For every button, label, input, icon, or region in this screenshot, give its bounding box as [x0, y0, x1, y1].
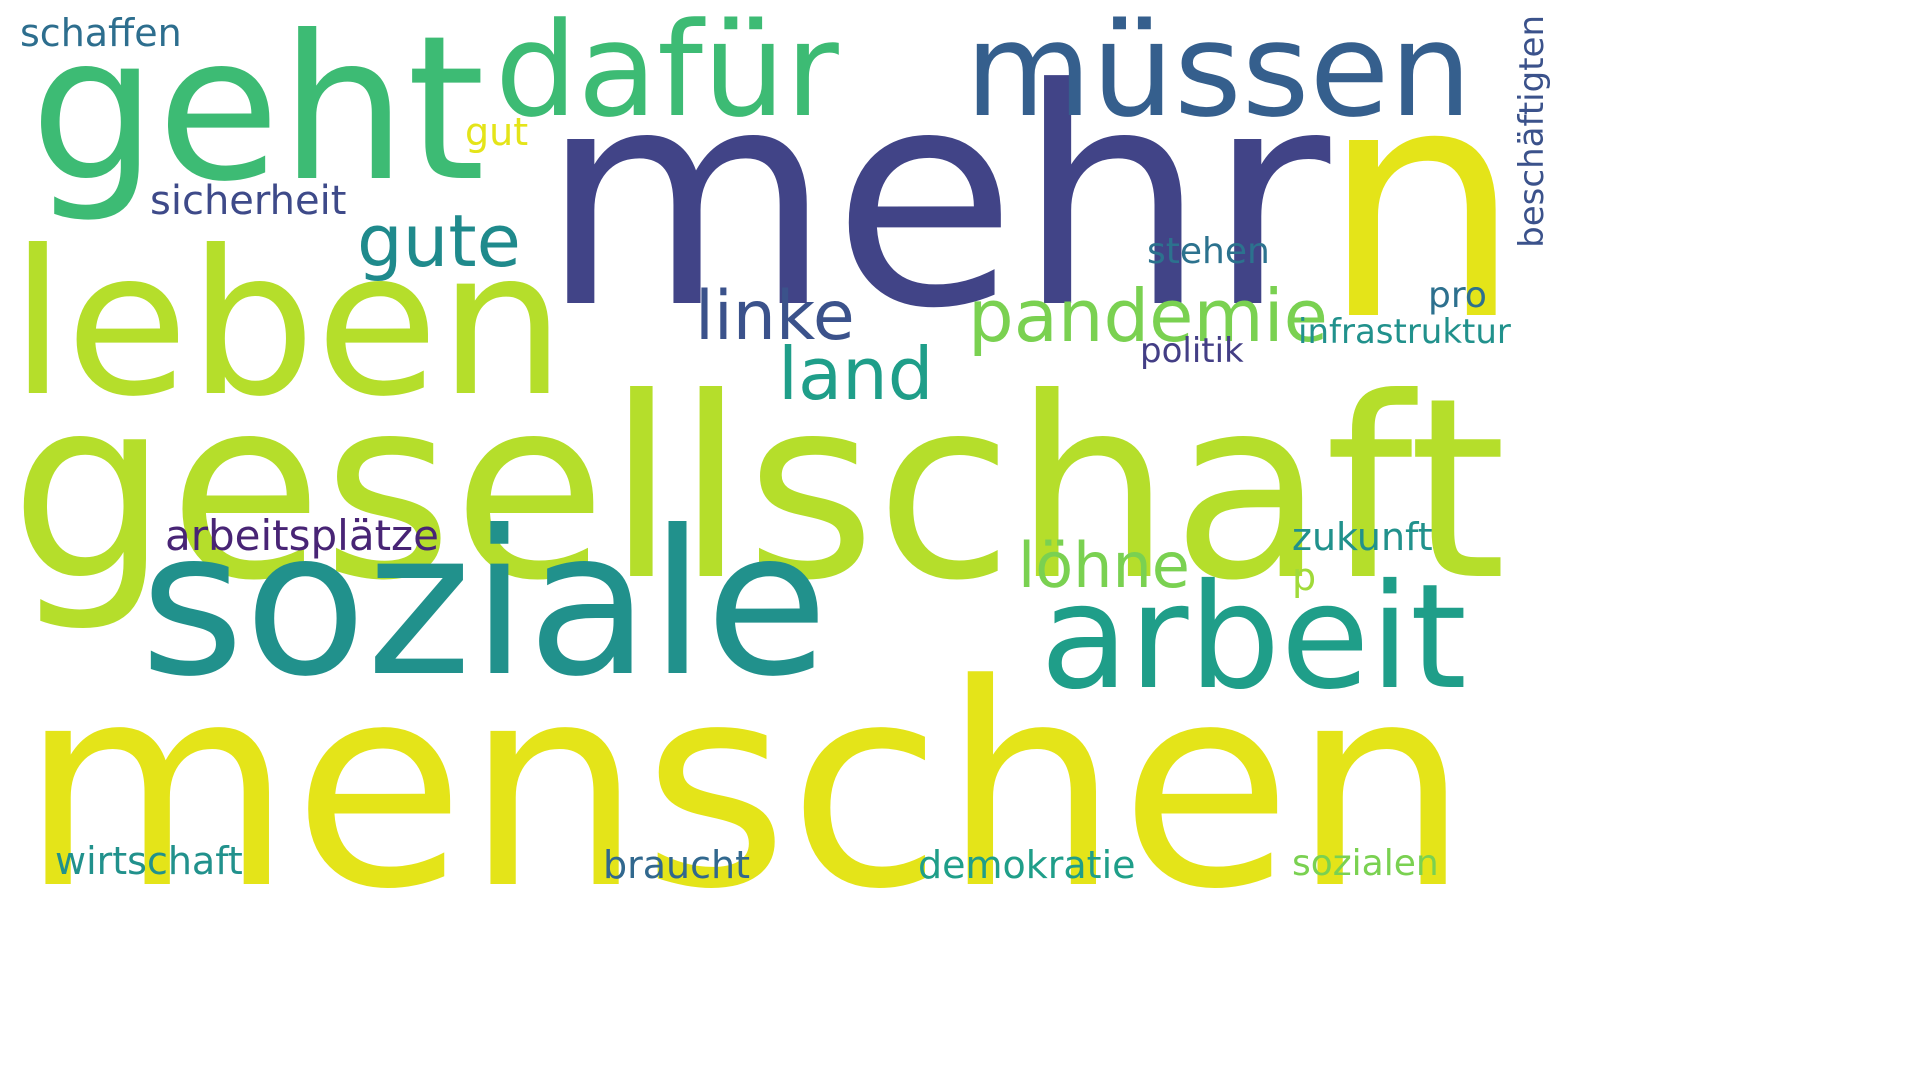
word-pandemie: pandemie [968, 274, 1328, 358]
word-pro: pro [1428, 275, 1487, 316]
word-linke: linke [695, 277, 855, 356]
word-dafur: dafür [495, 0, 839, 146]
word-menschen: menschen [20, 625, 1470, 951]
word-beschaftigten: beschäftigten [1512, 15, 1552, 248]
word-mehr: mehr [540, 25, 1331, 374]
word-gesellschaft: gesellschaft [10, 344, 1507, 635]
word-geht: geht [30, 0, 486, 226]
word-braucht: braucht [603, 843, 750, 887]
word-wirtschaft: wirtschaft [55, 839, 243, 883]
word-gute: gute [357, 199, 521, 283]
word-mussen: müssen [965, 0, 1472, 146]
word-infrastruktur: infrastruktur [1298, 312, 1511, 352]
word-arbeit: arbeit [1040, 553, 1467, 722]
word-n: n [1320, 19, 1523, 391]
word-lohne: löhne [1018, 529, 1190, 602]
word-zukunft: zukunft [1292, 515, 1433, 559]
word-p: p [1292, 555, 1317, 599]
word-leben: leben [10, 208, 566, 441]
word-stehen: stehen [1147, 231, 1270, 272]
word-gut: gut [465, 110, 529, 154]
word-land: land [778, 332, 934, 416]
word-schaffen: schaffen [20, 11, 182, 55]
word-demokratie: demokratie [918, 843, 1136, 887]
word-soziale: soziale [140, 488, 829, 721]
word-sozialen: sozialen [1292, 843, 1439, 884]
word-politik: politik [1140, 331, 1244, 371]
word-arbeitsplatze: arbeitsplätze [165, 511, 439, 560]
word-sicherheit: sicherheit [150, 178, 347, 224]
